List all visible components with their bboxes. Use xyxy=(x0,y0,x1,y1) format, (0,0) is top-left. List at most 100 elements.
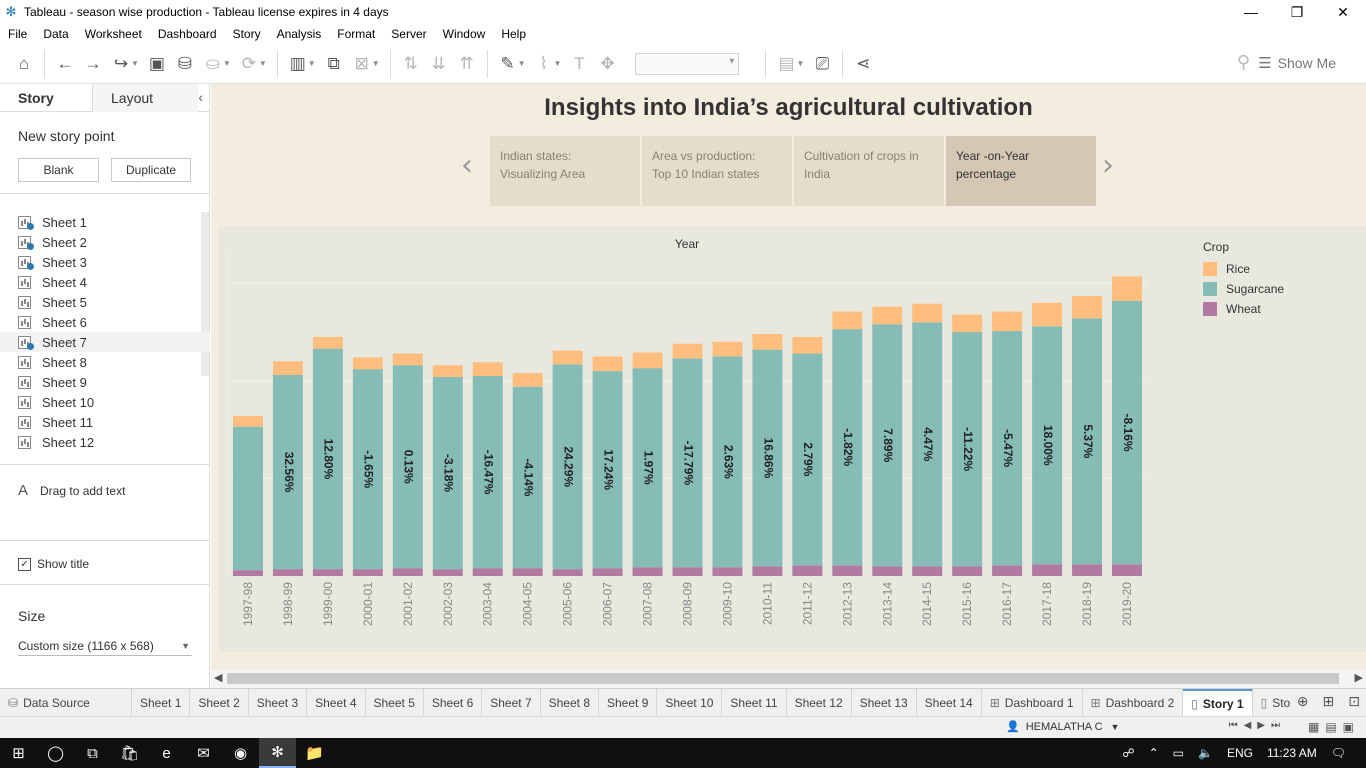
task-view-icon[interactable]: ⧉ xyxy=(87,744,98,762)
swap-icon[interactable]: ⇅ xyxy=(403,53,418,73)
tooltip-icon[interactable]: ⚲ xyxy=(1236,52,1250,72)
sheet-item-12[interactable]: Sheet 12 xyxy=(0,432,210,452)
collapse-sidebar-icon[interactable]: ‹ xyxy=(198,89,203,105)
sheet-item-4[interactable]: Sheet 4 xyxy=(0,272,210,292)
tab-layout[interactable]: Layout xyxy=(92,84,198,112)
tab-sheet-7[interactable]: Sheet 7 xyxy=(482,689,541,716)
tab-sheet-6[interactable]: Sheet 6 xyxy=(424,689,483,716)
refresh-icon[interactable]: ⟳ xyxy=(241,53,256,73)
minimize-icon[interactable]: — xyxy=(1244,4,1258,20)
clock[interactable]: 11:23 AM xyxy=(1266,746,1317,760)
battery-icon[interactable]: ▭ xyxy=(1172,746,1184,760)
tab-sheet-9[interactable]: Sheet 9 xyxy=(599,689,658,716)
replay-icon[interactable]: ↪ xyxy=(113,53,129,73)
presentation-mode-icon[interactable]: ⎚ xyxy=(815,53,830,73)
sort-ascending-icon[interactable]: ⇊ xyxy=(431,53,446,73)
size-select[interactable]: Custom size (1166 x 568) ▼ xyxy=(18,636,192,656)
refresh-dropdown-icon[interactable]: ▼ xyxy=(258,59,267,68)
tab-sheet-4[interactable]: Sheet 4 xyxy=(307,689,366,716)
highlight-icon[interactable]: ✎ xyxy=(500,53,515,73)
home-icon[interactable]: ⌂ xyxy=(18,53,30,73)
legend-item-rice[interactable]: Rice xyxy=(1203,259,1353,279)
show-me-button[interactable]: ☰ Show Me xyxy=(1258,54,1336,72)
story-point-2[interactable]: Area vs production: Top 10 Indian states xyxy=(642,136,792,206)
save-icon[interactable]: ▣ xyxy=(148,53,165,73)
group-icon[interactable]: ⌇ xyxy=(539,53,548,73)
clear-dropdown-icon[interactable]: ▼ xyxy=(371,59,380,68)
people-icon[interactable]: ☍ xyxy=(1122,746,1135,760)
horizontal-scrollbar[interactable]: ◀ ▶ xyxy=(211,670,1366,688)
windows-start-icon[interactable]: ⊞ xyxy=(12,745,25,762)
close-icon[interactable]: ✕ xyxy=(1337,3,1349,20)
sheet-item-2[interactable]: Sheet 2 xyxy=(0,232,210,252)
pin-icon[interactable]: ✥ xyxy=(600,53,615,73)
tab-story[interactable]: Story xyxy=(18,90,54,106)
tab-sheet-10[interactable]: Sheet 10 xyxy=(657,689,723,716)
sheet-item-8[interactable]: Sheet 8 xyxy=(0,352,210,372)
scroll-left-icon[interactable]: ◀ xyxy=(214,672,223,684)
group-dropdown-icon[interactable]: ▼ xyxy=(553,59,562,68)
chrome-icon[interactable]: ◉ xyxy=(233,745,248,762)
menu-analysis[interactable]: Analysis xyxy=(276,27,322,41)
sort-descending-icon[interactable]: ⇈ xyxy=(459,53,474,73)
sheet-item-9[interactable]: Sheet 9 xyxy=(0,372,210,392)
tab-sheet-12[interactable]: Sheet 12 xyxy=(787,689,852,716)
tab-sheet-5[interactable]: Sheet 5 xyxy=(366,689,424,716)
tab-dashboard-2[interactable]: ⊞ Dashboard 2 xyxy=(1083,689,1184,716)
story-point-1[interactable]: Indian states: Visualizing Area xyxy=(490,136,640,206)
tab-sheet-1[interactable]: Sheet 1 xyxy=(132,689,191,716)
tableau-taskbar-icon[interactable]: ✻ xyxy=(259,738,296,768)
tab-data-source[interactable]: ⛁ Data Source xyxy=(0,689,132,716)
drag-text-object[interactable]: A Drag to add text xyxy=(18,482,125,499)
fit-dropdown[interactable] xyxy=(635,52,740,75)
restore-icon[interactable]: ❐ xyxy=(1290,3,1304,20)
new-story-tab-icon[interactable]: ⊡ xyxy=(1348,693,1360,709)
labels-icon[interactable]: T xyxy=(574,53,585,73)
show-cards-icon[interactable]: ▤ xyxy=(778,53,795,73)
sheet-item-3[interactable]: Sheet 3 xyxy=(0,252,210,272)
scroll-right-icon[interactable]: ▶ xyxy=(1354,672,1363,684)
duplicate-button[interactable]: Duplicate xyxy=(111,158,191,182)
pause-updates-icon[interactable]: ⛀ xyxy=(205,53,221,73)
pause-dropdown-icon[interactable]: ▼ xyxy=(222,59,231,68)
sheet-list-scrollbar[interactable] xyxy=(201,212,209,376)
redo-icon[interactable]: → xyxy=(84,53,102,73)
volume-icon[interactable]: 🔈 xyxy=(1197,746,1213,760)
tab-sheet-11[interactable]: Sheet 11 xyxy=(722,689,787,716)
menu-file[interactable]: File xyxy=(8,27,28,41)
sheet-navigation[interactable]: ⏮◀▶⏭ xyxy=(1228,720,1286,731)
tab-sheet-14[interactable]: Sheet 14 xyxy=(917,689,982,716)
menu-story[interactable]: Story xyxy=(232,27,261,41)
menu-format[interactable]: Format xyxy=(337,27,376,41)
search-icon[interactable]: ◯ xyxy=(47,745,64,762)
menu-worksheet[interactable]: Worksheet xyxy=(84,27,142,41)
menu-dashboard[interactable]: Dashboard xyxy=(157,27,217,41)
tab-sheet-3[interactable]: Sheet 3 xyxy=(249,689,308,716)
new-datasource-icon[interactable]: ⛁ xyxy=(177,53,193,73)
mail-icon[interactable]: ✉ xyxy=(197,745,210,762)
store-icon[interactable]: 🛍 xyxy=(119,745,140,762)
menu-data[interactable]: Data xyxy=(43,27,69,41)
edge-icon[interactable]: e xyxy=(162,744,171,762)
legend-item-wheat[interactable]: Wheat xyxy=(1203,299,1353,319)
clear-sheet-icon[interactable]: ⊠ xyxy=(354,53,369,73)
duplicate-sheet-icon[interactable]: ⧉ xyxy=(327,53,340,73)
new-worksheet-icon[interactable]: ▥ xyxy=(289,53,306,73)
story-point-3[interactable]: Cultivation of crops in India xyxy=(794,136,944,206)
show-cards-dropdown-icon[interactable]: ▼ xyxy=(796,59,805,68)
file-explorer-icon[interactable]: 📁 xyxy=(305,745,324,762)
tab-story-1[interactable]: ▯ Story 1 xyxy=(1183,689,1253,716)
blank-button[interactable]: Blank xyxy=(18,158,99,182)
tab-sheet-13[interactable]: Sheet 13 xyxy=(852,689,917,716)
undo-icon[interactable]: ← xyxy=(56,53,74,73)
new-worksheet-tab-icon[interactable]: ⊕ xyxy=(1296,693,1309,709)
menu-server[interactable]: Server xyxy=(391,27,427,41)
share-icon[interactable]: ⋖ xyxy=(856,53,871,73)
sheet-item-6[interactable]: Sheet 6 xyxy=(0,312,210,332)
replay-dropdown-icon[interactable]: ▼ xyxy=(131,59,139,68)
story-point-4[interactable]: Year -on-Year percentage xyxy=(946,136,1096,206)
sheet-item-7[interactable]: Sheet 7 xyxy=(0,332,210,352)
legend-item-sugarcane[interactable]: Sugarcane xyxy=(1203,279,1353,299)
menu-window[interactable]: Window xyxy=(442,27,486,41)
tab-sheet-2[interactable]: Sheet 2 xyxy=(190,689,249,716)
